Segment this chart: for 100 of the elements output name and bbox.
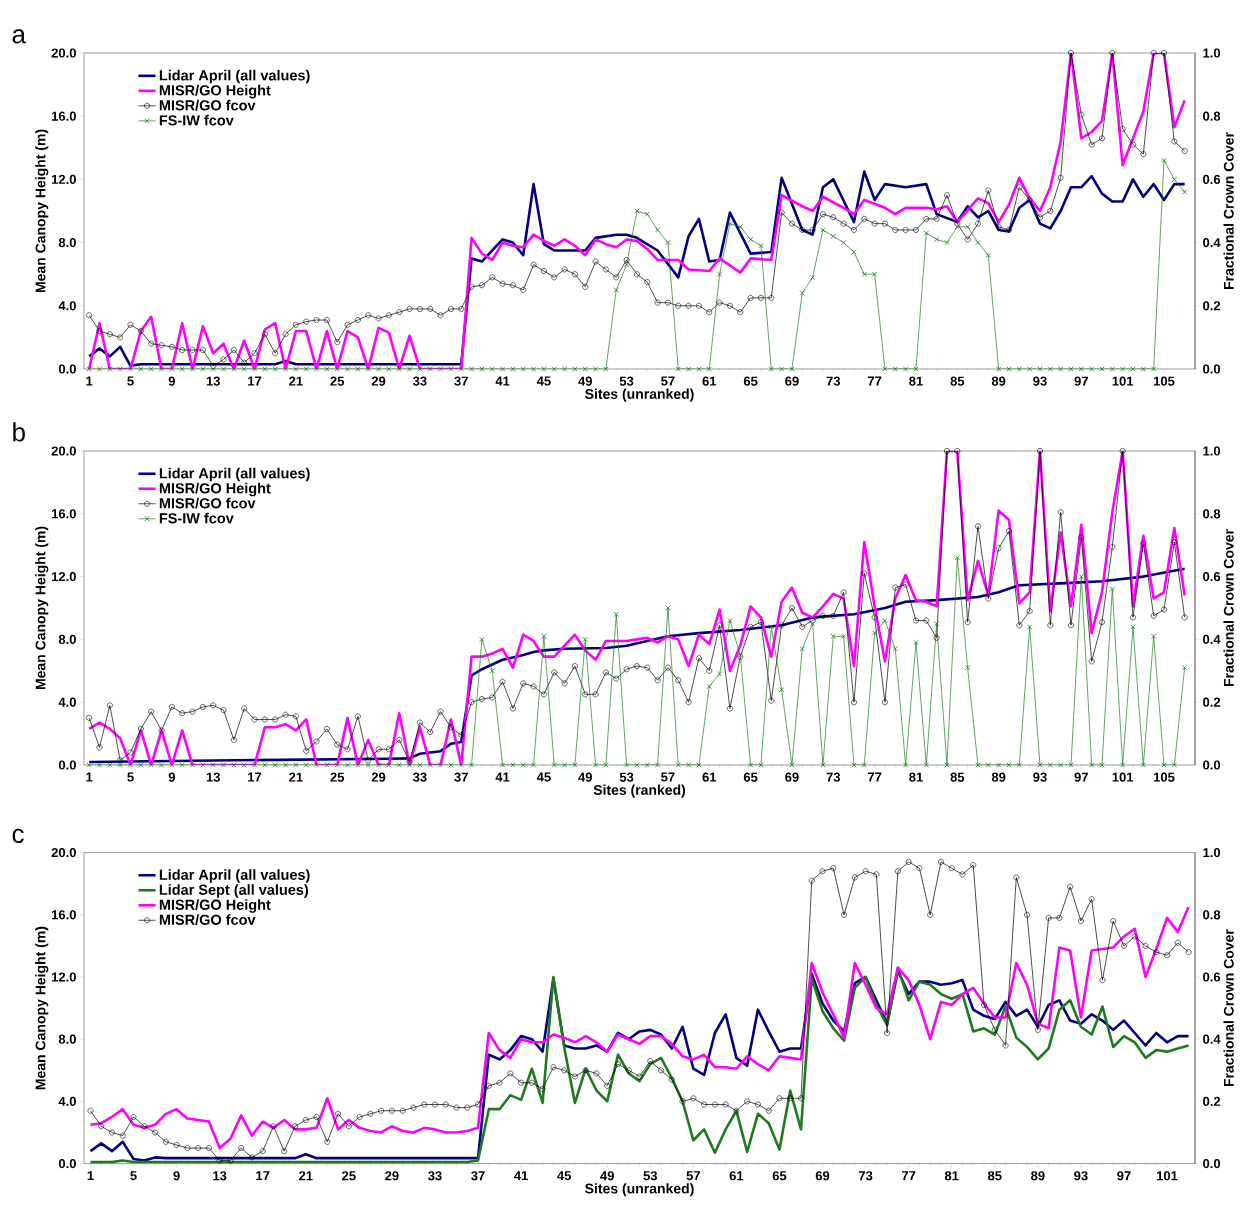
x-tick-label: 1 [87,1171,94,1181]
y2-tick-label: 0.6 [1203,571,1221,582]
x-tick-label: 77 [867,376,882,386]
x-tick-label: 1 [86,376,93,386]
x-tick-label: 81 [909,376,923,386]
x-tick-label: 25 [342,1171,356,1181]
y-tick-label: 4.0 [58,697,76,707]
x-tick-label: 13 [213,1171,227,1181]
x-tick-label: 93 [1074,1171,1088,1181]
x-tick-label: 33 [412,772,427,782]
y-axis-title: Mean Canopy Height (m) [35,526,49,690]
y-tick-label: 12.0 [51,972,76,982]
x-tick-label: 21 [289,772,303,782]
x-tick-label: 5 [127,772,134,782]
y2-tick-label: 0.0 [1203,1158,1221,1169]
y2-tick-label: 0.8 [1203,111,1221,121]
y-axis-title: Mean Canopy Height (m) [35,926,49,1090]
x-tick-label: 85 [987,1171,1002,1181]
x-tick-label: 13 [206,772,220,782]
y2-axis-title: Fractional Crown Cover [1223,529,1234,687]
x-tick-label: 49 [600,1171,614,1181]
x-tick-label: 73 [826,772,841,782]
y-tick-label: 8.0 [58,1034,76,1044]
x-tick-label: 21 [289,376,303,386]
y-tick-label: 20.0 [51,847,76,858]
x-tick-label: 101 [1112,772,1134,782]
x-tick-label: 77 [901,1171,916,1181]
x-tick-label: 85 [950,772,965,782]
x-tick-label: 65 [743,772,758,782]
x-tick-label: 9 [173,1171,180,1181]
y2-axis-title: Fractional Crown Cover [1223,132,1234,290]
y-tick-label: 12.0 [51,571,76,582]
x-tick-label: 93 [1033,772,1047,782]
x-tick-label: 29 [371,772,386,782]
y2-tick-label: 0.6 [1203,972,1221,982]
x-tick-label: 41 [495,772,510,782]
x-tick-label: 17 [248,376,262,386]
legend-label: MISR/GO Height [159,899,271,913]
legend-label: FS-IW fcov [159,114,234,126]
legend-label: MISR/GO Height [159,482,271,497]
legend-label: MISR/GO Height [159,84,271,99]
x-tick-label: 81 [944,1171,959,1181]
y2-tick-label: 0.8 [1203,910,1221,920]
legend-label: Lidar April (all values) [159,467,310,482]
y2-tick-label: 0.6 [1203,174,1221,184]
x-tick-label: 69 [785,376,799,386]
y-tick-label: 0.0 [58,1158,76,1169]
y-tick-label: 4.0 [58,301,76,311]
x-tick-label: 89 [991,772,1006,782]
x-tick-label: 49 [578,772,592,782]
x-tick-label: 97 [1074,772,1088,782]
x-tick-label: 25 [330,772,345,782]
y2-tick-label: 1.0 [1203,847,1221,858]
legend-label: MISR/GO fcov [159,497,256,509]
x-axis-title: Sites (unranked) [585,1183,694,1197]
y-tick-label: 20.0 [51,48,76,58]
y-tick-label: 4.0 [58,1096,76,1106]
legend-label: Lidar Sept (all values) [159,884,309,898]
x-tick-label: 41 [495,376,510,386]
x-tick-label: 13 [206,376,220,386]
x-tick-label: 9 [168,376,175,386]
y2-tick-label: 0.2 [1203,301,1221,311]
x-axis-title: Sites (unranked) [585,388,694,402]
chart-title: b [13,422,25,442]
x-tick-label: 37 [454,376,468,386]
legend-label: MISR/GO fcov [159,99,256,111]
y2-tick-label: 0.0 [1203,364,1221,374]
x-tick-label: 33 [428,1171,442,1181]
x-tick-label: 37 [454,772,468,782]
chart-title: a [12,29,26,44]
x-tick-label: 53 [643,1171,658,1181]
x-tick-label: 53 [619,376,634,386]
y2-tick-label: 1.0 [1203,48,1221,58]
x-axis-title: Sites (ranked) [593,784,686,798]
x-tick-label: 1 [86,772,93,782]
x-tick-label: 49 [578,376,592,386]
x-tick-label: 65 [743,376,758,386]
x-tick-label: 57 [686,1171,700,1181]
y-tick-label: 0.0 [58,364,76,374]
y-tick-label: 8.0 [58,237,76,248]
y-tick-label: 16.0 [51,910,76,920]
x-tick-label: 73 [858,1171,873,1181]
x-tick-label: 45 [536,376,551,386]
x-tick-label: 105 [1153,376,1175,386]
x-tick-label: 89 [991,376,1006,386]
y-axis-title: Mean Canopy Height (m) [35,129,49,293]
x-tick-label: 69 [815,1171,830,1181]
legend-label: FS-IW fcov [159,512,234,524]
x-tick-label: 17 [248,772,262,782]
x-tick-label: 33 [412,376,427,386]
x-tick-label: 45 [557,1171,572,1181]
x-tick-label: 53 [619,772,634,782]
x-tick-label: 97 [1117,1171,1131,1181]
x-tick-label: 61 [702,772,717,782]
x-tick-label: 61 [729,1171,744,1181]
y2-tick-label: 0.8 [1203,509,1221,519]
x-tick-label: 57 [661,376,675,386]
y-tick-label: 12.0 [51,174,76,184]
y2-tick-label: 0.0 [1203,760,1221,770]
y2-tick-label: 0.4 [1203,1034,1221,1044]
